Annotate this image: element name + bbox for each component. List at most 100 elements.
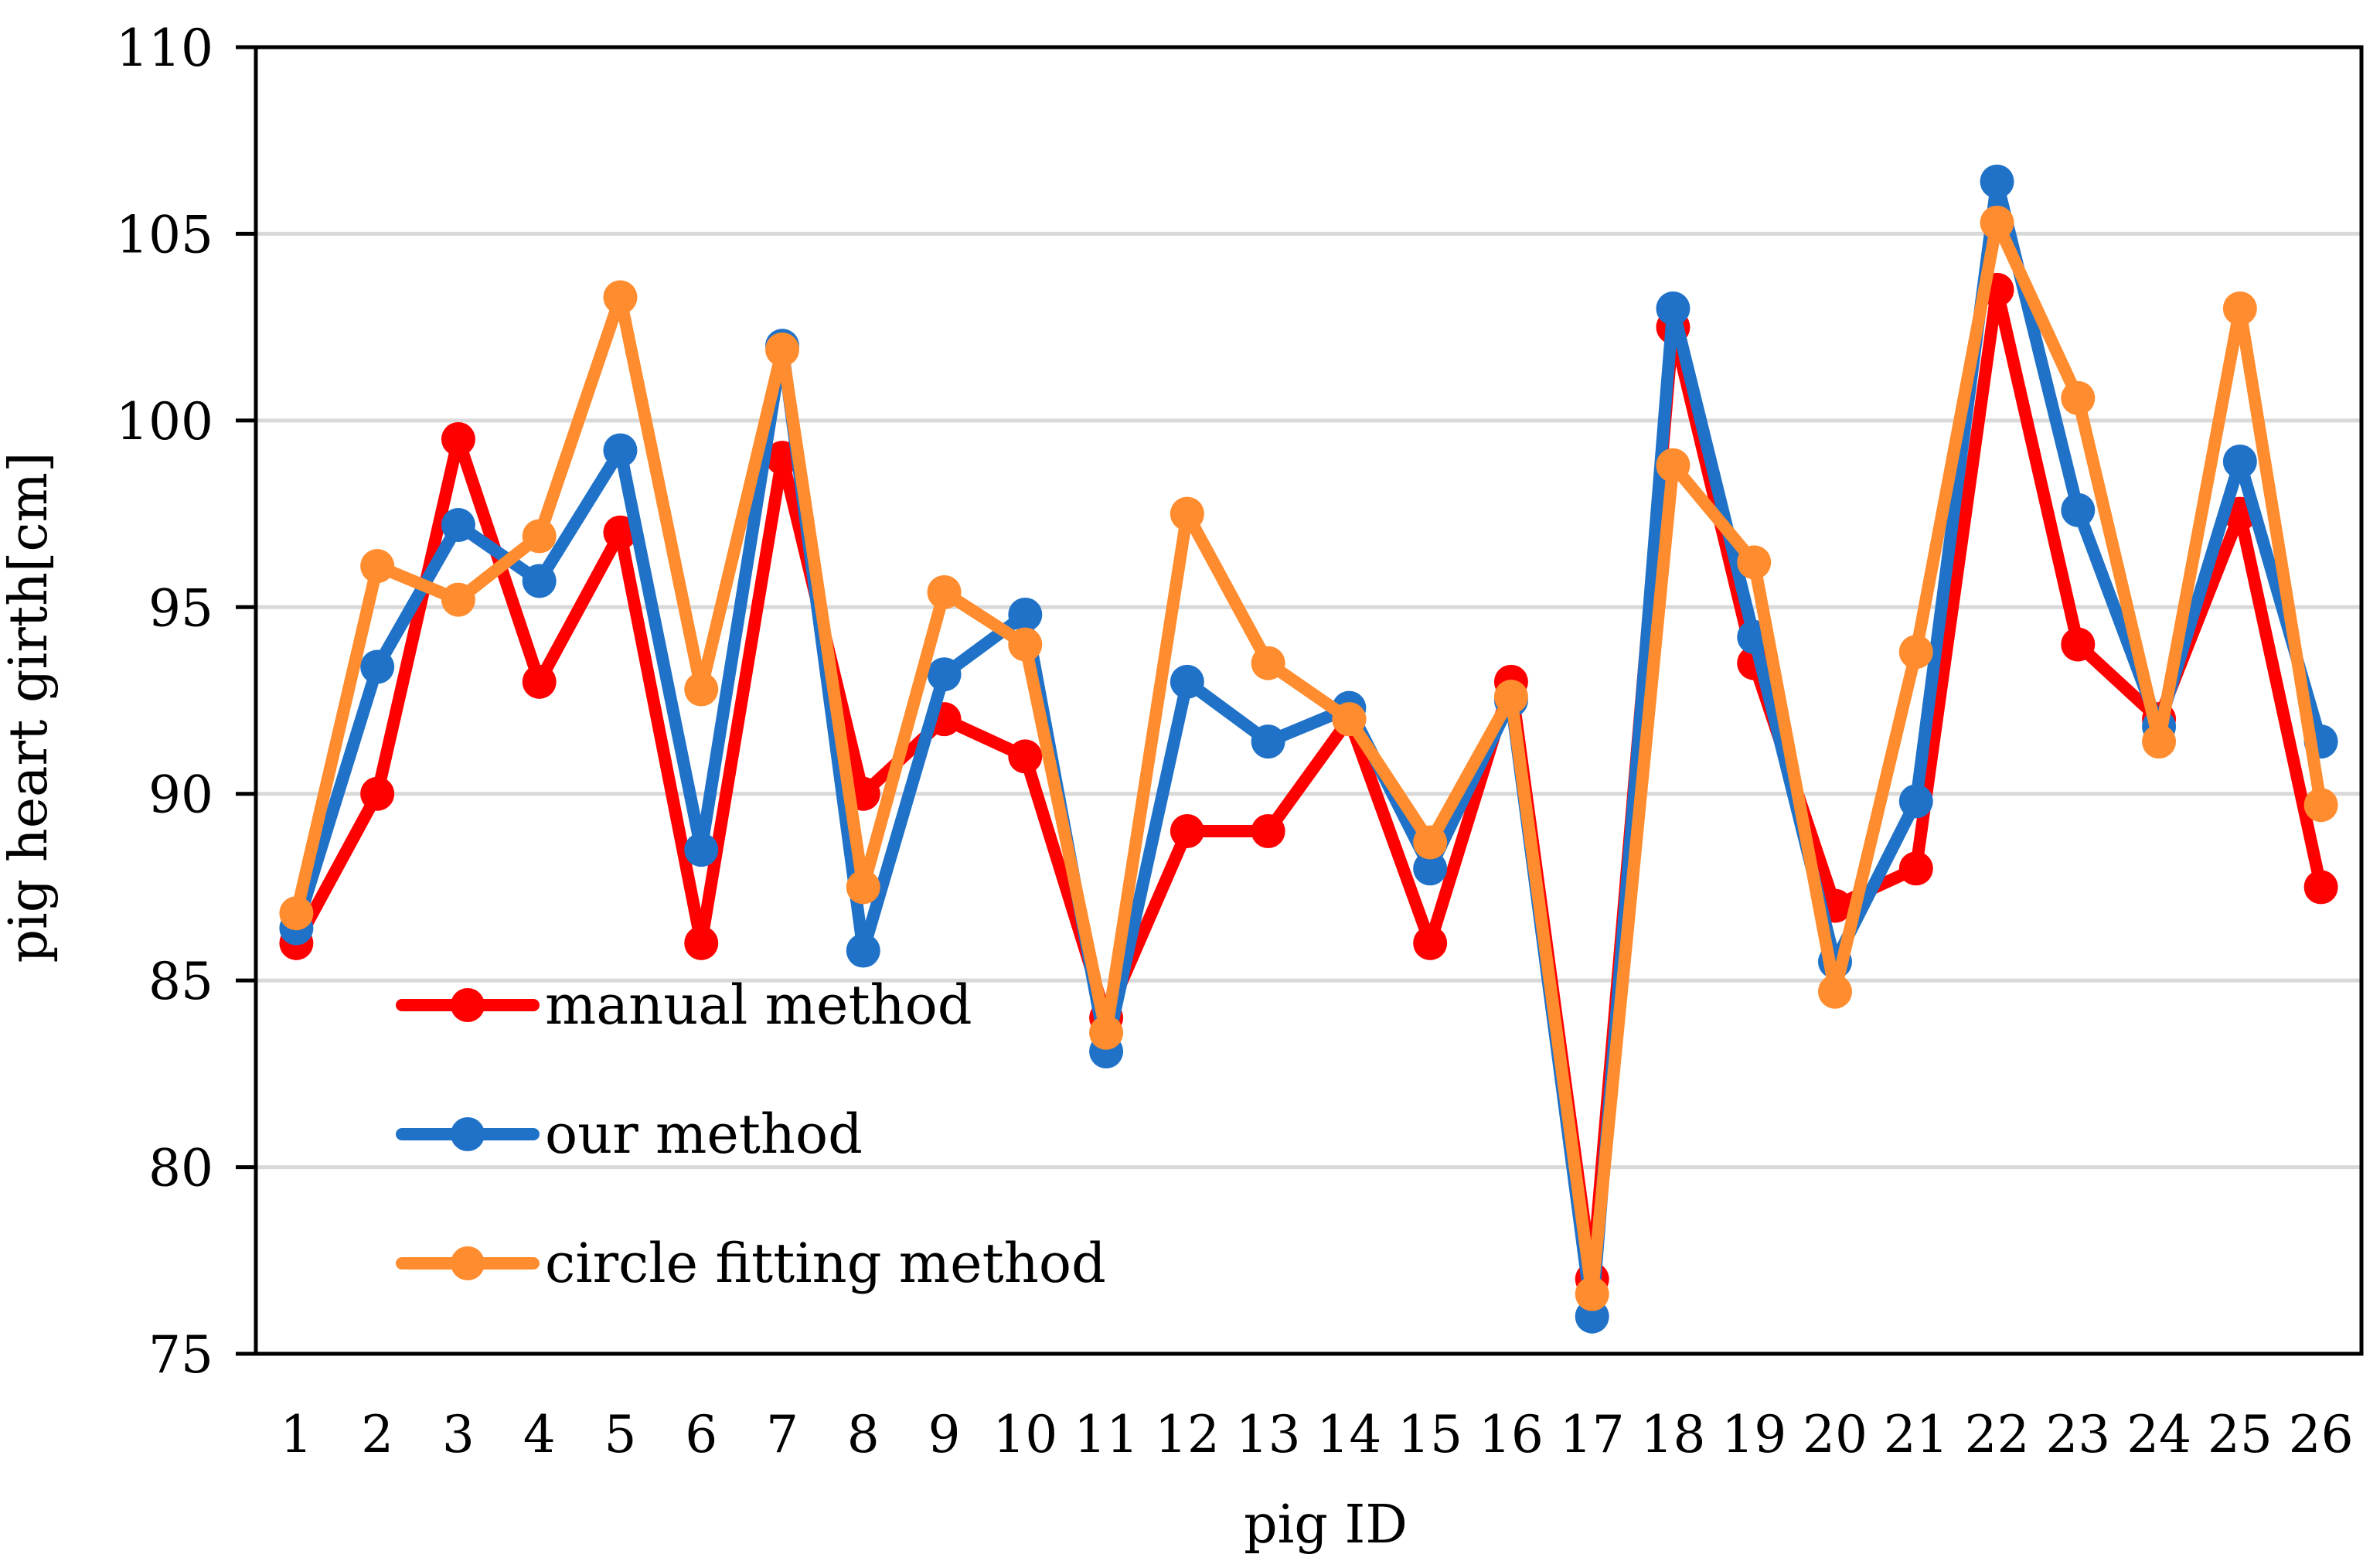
x-tick-label: 20: [1803, 1405, 1868, 1464]
x-tick-label: 1: [280, 1405, 312, 1464]
data-point-circle-fitting-method: [1898, 635, 1933, 670]
data-point-our-method: [2061, 492, 2096, 527]
legend-label-our-method: our method: [545, 1103, 863, 1166]
legend-item-our-method: our method: [396, 1103, 863, 1166]
data-point-circle-fitting-method: [522, 519, 557, 554]
data-point-circle-fitting-method: [1251, 646, 1285, 680]
data-point-circle-fitting-method: [279, 896, 314, 931]
data-point-our-method: [2222, 444, 2257, 479]
x-tick-label: 18: [1640, 1405, 1705, 1464]
data-point-manual-method: [360, 776, 395, 811]
x-tick-label: 24: [2126, 1405, 2191, 1464]
y-tick-label: 80: [148, 1139, 213, 1198]
data-point-manual-method: [1251, 814, 1285, 848]
data-point-our-method: [522, 564, 557, 598]
data-point-manual-method: [603, 515, 638, 550]
data-point-circle-fitting-method: [2142, 724, 2177, 759]
data-point-circle-fitting-method: [2303, 788, 2338, 823]
data-point-our-method: [1251, 724, 1285, 759]
data-point-circle-fitting-method: [1089, 1015, 1124, 1050]
data-point-circle-fitting-method: [846, 870, 880, 905]
x-tick-label: 4: [523, 1405, 556, 1464]
data-point-our-method: [1980, 164, 2014, 199]
x-tick-label: 26: [2289, 1405, 2354, 1464]
data-point-circle-fitting-method: [1332, 702, 1367, 737]
data-point-our-method: [1170, 664, 1204, 699]
x-tick-label: 16: [1479, 1405, 1544, 1464]
y-tick-label: 75: [148, 1325, 213, 1385]
data-point-manual-method: [441, 422, 475, 456]
x-tick-label: 13: [1236, 1405, 1301, 1464]
data-point-circle-fitting-method: [1170, 496, 1204, 531]
data-point-manual-method: [522, 664, 557, 699]
data-point-manual-method: [1170, 814, 1204, 848]
x-tick-label: 9: [928, 1405, 961, 1464]
series-line-circle-fitting-method: [290, 216, 2327, 1300]
data-point-circle-fitting-method: [765, 332, 799, 367]
data-point-manual-method: [1413, 925, 1448, 960]
x-tick-label: 8: [847, 1405, 880, 1464]
data-point-circle-fitting-method: [1008, 627, 1043, 662]
y-tick-label: 100: [116, 392, 213, 452]
x-tick-label: 19: [1721, 1405, 1786, 1464]
data-point-circle-fitting-method: [1737, 545, 1772, 580]
data-point-manual-method: [684, 925, 719, 960]
data-point-circle-fitting-method: [603, 280, 638, 315]
x-tick-label: 25: [2208, 1405, 2273, 1464]
x-axis-title: pig ID: [1244, 1495, 1408, 1556]
legend-marker-manual-method: [451, 988, 485, 1022]
y-tick-label: 105: [116, 205, 213, 264]
data-point-circle-fitting-method: [1493, 680, 1528, 714]
x-tick-label: 14: [1316, 1405, 1381, 1464]
x-tick-label: 21: [1884, 1405, 1949, 1464]
data-point-our-method: [1656, 291, 1691, 325]
data-point-our-method: [684, 833, 719, 867]
data-point-circle-fitting-method: [2222, 291, 2257, 325]
gridlines: [256, 231, 2361, 1170]
legend-label-circle-fitting-method: circle fitting method: [545, 1232, 1106, 1295]
y-axis: 75 80 85 90 95 100 105 110: [116, 19, 258, 1385]
data-point-manual-method: [2061, 627, 2096, 662]
series-circle-fitting-method: [279, 205, 2338, 1311]
data-point-our-method: [360, 649, 395, 684]
x-tick-label: 15: [1398, 1405, 1462, 1464]
data-point-circle-fitting-method: [441, 582, 475, 617]
y-axis-title: pig heart girth[cm]: [0, 452, 60, 963]
legend-label-manual-method: manual method: [545, 973, 972, 1037]
data-point-circle-fitting-method: [1818, 974, 1852, 1009]
legend-item-manual-method: manual method: [396, 973, 972, 1037]
series-line-manual-method: [290, 283, 2327, 1286]
data-point-our-method: [846, 933, 880, 968]
x-axis: 1 2 3 4 5 6 7 8 9 10 11 12 13 14 15 16 17 18 19 20 21 22 23 24 2…: [280, 1405, 2353, 1464]
legend-marker-our-method: [451, 1117, 485, 1151]
data-point-circle-fitting-method: [1980, 205, 2014, 240]
y-tick-label: 90: [148, 765, 213, 825]
data-point-our-method: [1413, 851, 1448, 886]
x-tick-label: 10: [993, 1405, 1057, 1464]
data-point-circle-fitting-method: [360, 549, 395, 584]
data-point-circle-fitting-method: [684, 672, 719, 707]
x-tick-label: 3: [442, 1405, 475, 1464]
x-tick-label: 22: [1965, 1405, 2030, 1464]
legend-marker-circle-fitting-method: [451, 1246, 485, 1280]
legend-item-circle-fitting-method: circle fitting method: [396, 1232, 1106, 1295]
data-point-our-method: [441, 508, 475, 543]
data-point-manual-method: [2303, 870, 2338, 905]
data-point-our-method: [1008, 597, 1043, 632]
legend: manual method our method circle fitting me…: [396, 973, 1106, 1295]
data-point-circle-fitting-method: [2061, 380, 2096, 415]
data-point-circle-fitting-method: [1575, 1276, 1609, 1311]
y-tick-label: 85: [148, 952, 213, 1011]
x-tick-label: 23: [2045, 1405, 2110, 1464]
y-tick-label: 110: [116, 19, 213, 78]
data-point-manual-method: [1898, 851, 1933, 886]
x-tick-label: 11: [1074, 1405, 1139, 1464]
data-point-our-method: [927, 657, 962, 692]
x-tick-label: 2: [361, 1405, 393, 1464]
data-point-manual-method: [1008, 739, 1043, 774]
x-tick-label: 17: [1560, 1405, 1625, 1464]
data-point-circle-fitting-method: [1413, 825, 1448, 860]
data-point-circle-fitting-method: [1656, 448, 1691, 482]
